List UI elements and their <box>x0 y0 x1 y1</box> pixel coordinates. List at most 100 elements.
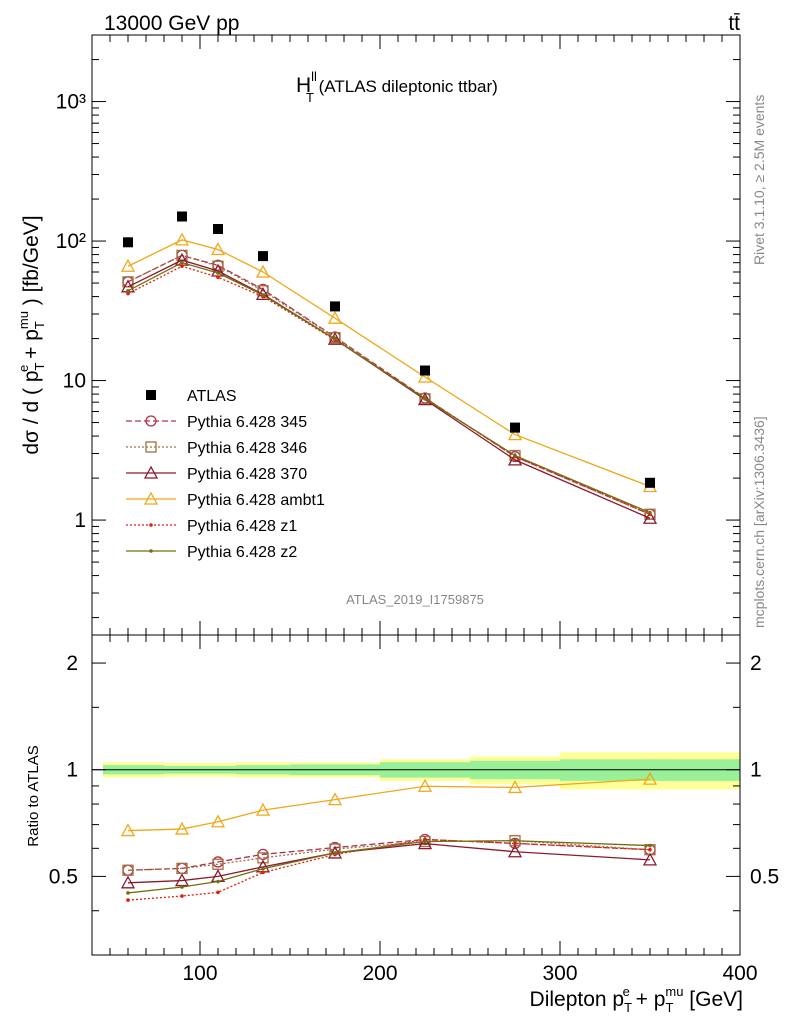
ratio-xtick-label: 300 <box>542 962 577 985</box>
legend-marker <box>143 491 159 505</box>
legend: ATLAS Pythia 6.428 345 Pythia 6.428 346 Pyt… <box>126 388 325 561</box>
ratio-point-ambt1 <box>210 814 226 828</box>
ratio-line-p370 <box>127 842 651 884</box>
ratio-point-z2 <box>216 879 220 884</box>
ratio-xtick-label: 200 <box>362 962 397 985</box>
analysis-id: ATLAS_2019_I1759875 <box>346 592 484 607</box>
ratio-point-z2 <box>126 891 130 895</box>
ratio-ytick-label: 2 <box>66 652 78 675</box>
ratio-point-z2 <box>180 885 184 889</box>
series-point-z2 <box>648 510 652 515</box>
legend-entry: Pythia 6.428 z1 <box>126 518 297 535</box>
series-point-p370 <box>642 510 658 524</box>
atlas-point <box>510 422 520 433</box>
legend-marker <box>149 549 153 553</box>
header-right: tt̄ <box>728 12 740 35</box>
legend-entry: Pythia 6.428 346 <box>126 440 307 457</box>
legend-marker <box>149 523 153 527</box>
ratio-point-z1 <box>513 841 517 846</box>
header-left: 13000 GeV pp <box>104 12 239 35</box>
main-ytick-label: 10³ <box>56 91 86 114</box>
plot-title: Hll T (ATLAS dileptonic ttbar) <box>296 69 498 105</box>
legend-label: Pythia 6.428 z2 <box>187 544 297 561</box>
ratio-point-ambt1 <box>507 780 523 794</box>
ratio-point-ambt1 <box>120 823 136 837</box>
series-point-ambt1 <box>174 232 190 246</box>
main-series <box>120 232 658 524</box>
series-point-z1 <box>126 291 130 296</box>
legend-marker <box>145 441 157 453</box>
series-point-p370 <box>417 392 433 406</box>
series-point-z2 <box>423 397 427 401</box>
ratio-point-z1 <box>216 890 220 895</box>
ratio-ytick-label: 1 <box>66 759 78 782</box>
atlas-point <box>123 237 133 248</box>
legend-marker <box>143 465 159 479</box>
rivet-version: Rivet 3.1.10, ≥ 2.5M events <box>751 95 767 265</box>
ratio-ytick-label: 0.5 <box>49 865 78 888</box>
ratio-point-p370 <box>120 875 136 889</box>
series-point-z2 <box>180 260 184 265</box>
series-point-ambt1 <box>255 264 271 278</box>
series-point-z1 <box>216 275 220 280</box>
series-point-p370 <box>507 452 523 466</box>
ratio-ticks: 0.5 0.5 1 1 2 2 100 200 300 400 <box>49 635 779 985</box>
legend-label: Pythia 6.428 346 <box>187 440 307 457</box>
atlas-point <box>258 251 268 262</box>
ratio-point-z1 <box>126 898 130 902</box>
ratio-line-z1 <box>127 838 651 901</box>
ratio-ytick-label-right: 1 <box>750 759 762 782</box>
ratio-point-z1 <box>261 870 265 875</box>
ratio-line-z2 <box>127 840 651 894</box>
legend-label: Pythia 6.428 z1 <box>187 518 297 535</box>
series-point-ambt1 <box>210 242 226 256</box>
main-ticks: 1 10 10² 10³ <box>56 34 741 635</box>
ratio-xtick-label: 400 <box>722 962 757 985</box>
main-ylabel: dσ / d ( pTe + pTmu ) [fb/GeV] <box>16 215 47 454</box>
mcplots-credit: mcplots.cern.ch [arXiv:1306.3436] <box>751 416 767 628</box>
main-ytick-label: 1 <box>74 509 86 532</box>
main-ytick-label: 10² <box>56 230 86 253</box>
ratio-point-z2 <box>261 866 265 871</box>
legend-entry: Pythia 6.428 345 <box>126 414 307 431</box>
legend-entry: Pythia 6.428 z2 <box>126 544 297 561</box>
series-line-z2 <box>127 261 651 514</box>
legend-label: Pythia 6.428 370 <box>187 466 307 483</box>
ratio-point-ambt1 <box>255 802 271 816</box>
ratio-point-z2 <box>423 839 427 844</box>
series-point-ambt1 <box>327 310 343 324</box>
ratio-point-p370 <box>507 844 523 858</box>
atlas-point <box>177 211 187 222</box>
series-line-ambt1 <box>127 239 651 488</box>
main-ytick-label: 10 <box>63 370 86 393</box>
ratio-point-ambt1 <box>642 771 658 785</box>
atlas-point <box>645 477 655 488</box>
ratio-point-ambt1 <box>174 821 190 835</box>
series-point-ambt1 <box>417 369 433 383</box>
series-point-z1 <box>180 264 184 269</box>
legend-label: ATLAS <box>187 388 237 405</box>
ratio-point-p346 <box>122 864 134 876</box>
ratio-point-z1 <box>648 847 652 852</box>
legend-label: Pythia 6.428 345 <box>187 414 307 431</box>
legend-entry: Pythia 6.428 ambt1 <box>126 491 325 509</box>
legend-entry: ATLAS <box>146 388 237 405</box>
legend-marker <box>146 390 156 400</box>
data-uncertainty-bands <box>92 752 740 790</box>
series-point-z2 <box>216 271 220 275</box>
ratio-point-z1 <box>180 894 184 898</box>
ratio-ylabel: Ratio to ATLAS <box>25 745 42 846</box>
legend-label: Pythia 6.428 ambt1 <box>187 492 325 509</box>
series-point-p346 <box>644 508 656 520</box>
xlabel: Dilepton pTe + pTmu [GeV] <box>530 984 743 1015</box>
atlas-point <box>330 301 340 312</box>
ratio-line-ambt1 <box>127 778 651 832</box>
ratio-point-z2 <box>333 851 337 855</box>
series-point-z2 <box>126 288 130 293</box>
ratio-point-p346 <box>257 852 269 864</box>
series-point-p370 <box>327 331 343 345</box>
ratio-point-ambt1 <box>327 792 343 806</box>
atlas-point <box>213 224 223 235</box>
